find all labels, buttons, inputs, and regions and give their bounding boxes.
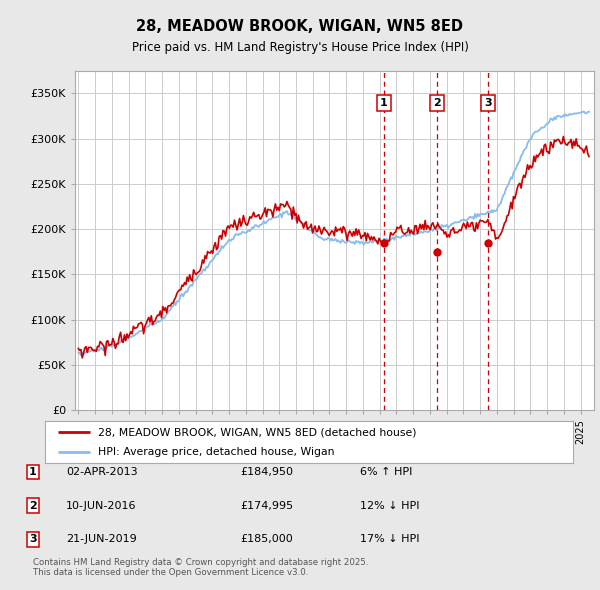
Text: 2: 2: [29, 501, 37, 510]
Text: 10-JUN-2016: 10-JUN-2016: [66, 501, 137, 510]
Text: 12% ↓ HPI: 12% ↓ HPI: [360, 501, 419, 510]
Text: £185,000: £185,000: [240, 535, 293, 544]
Text: HPI: Average price, detached house, Wigan: HPI: Average price, detached house, Wiga…: [98, 447, 334, 457]
Text: 6% ↑ HPI: 6% ↑ HPI: [360, 467, 412, 477]
Text: 1: 1: [380, 98, 388, 108]
Text: £184,950: £184,950: [240, 467, 293, 477]
Text: £174,995: £174,995: [240, 501, 293, 510]
Text: 21-JUN-2019: 21-JUN-2019: [66, 535, 137, 544]
Text: Contains HM Land Registry data © Crown copyright and database right 2025.
This d: Contains HM Land Registry data © Crown c…: [33, 558, 368, 577]
Text: Price paid vs. HM Land Registry's House Price Index (HPI): Price paid vs. HM Land Registry's House …: [131, 41, 469, 54]
Text: 17% ↓ HPI: 17% ↓ HPI: [360, 535, 419, 544]
Text: 2: 2: [433, 98, 441, 108]
Text: 28, MEADOW BROOK, WIGAN, WN5 8ED: 28, MEADOW BROOK, WIGAN, WN5 8ED: [137, 19, 464, 34]
Text: 28, MEADOW BROOK, WIGAN, WN5 8ED (detached house): 28, MEADOW BROOK, WIGAN, WN5 8ED (detach…: [98, 427, 416, 437]
Text: 3: 3: [29, 535, 37, 544]
Text: 3: 3: [484, 98, 492, 108]
Text: 02-APR-2013: 02-APR-2013: [66, 467, 137, 477]
Text: 1: 1: [29, 467, 37, 477]
